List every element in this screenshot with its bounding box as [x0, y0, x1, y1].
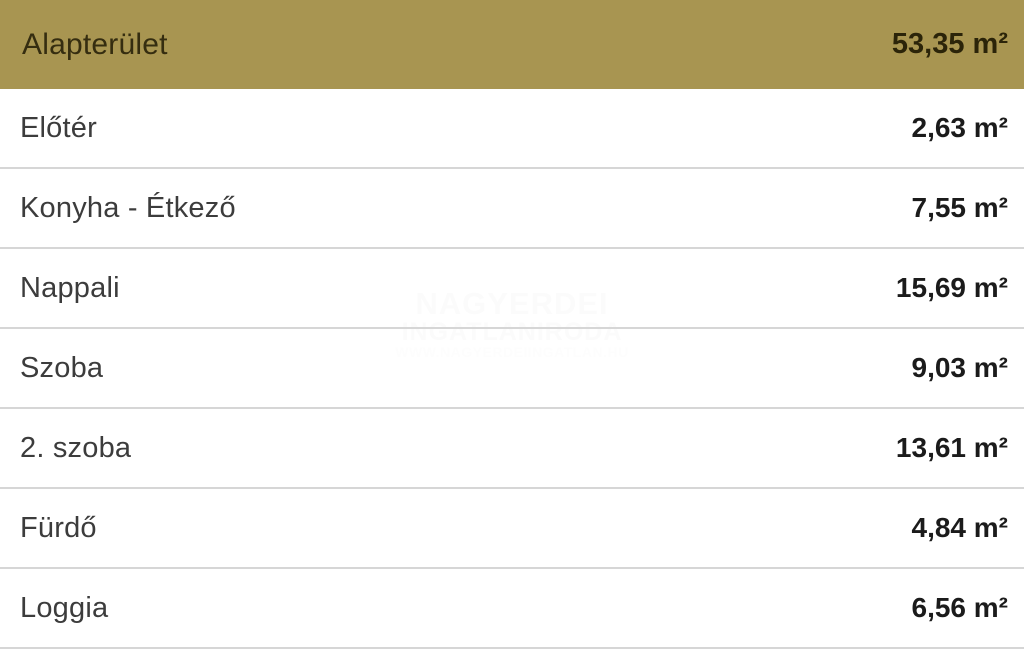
room-area: 15,69 m² — [895, 272, 1008, 303]
room-area: 6,56 m² — [911, 592, 1009, 623]
table-row: 2. szoba 13,61 m² — [0, 409, 1024, 489]
room-area: 2,63 m² — [911, 112, 1009, 143]
table-row: Szoba 9,03 m² — [0, 329, 1024, 409]
table-row: Nappali 15,69 m² — [0, 249, 1024, 329]
room-name: Fürdő — [20, 511, 97, 544]
table-row: Konyha - Étkező 7,55 m² — [0, 169, 1024, 249]
room-name: Nappali — [20, 271, 120, 304]
table-row: Fürdő 4,84 m² — [0, 489, 1024, 569]
table-header-row: Alapterület 53,35 m² — [0, 0, 1024, 89]
room-area: 7,55 m² — [911, 192, 1009, 223]
table-header-label: Alapterület — [22, 27, 168, 61]
table-row: Loggia 6,56 m² — [0, 569, 1024, 649]
room-name: Szoba — [20, 351, 104, 384]
table-header-value: 53,35 m² — [891, 28, 1008, 60]
room-name: 2. szoba — [20, 431, 132, 464]
room-name: Konyha - Étkező — [20, 191, 236, 224]
room-area: 9,03 m² — [911, 352, 1009, 383]
room-area: 13,61 m² — [895, 432, 1008, 463]
table-row: Előtér 2,63 m² — [0, 89, 1024, 169]
room-name: Előtér — [20, 111, 97, 144]
room-area: 4,84 m² — [911, 512, 1009, 543]
room-name: Loggia — [20, 591, 109, 624]
